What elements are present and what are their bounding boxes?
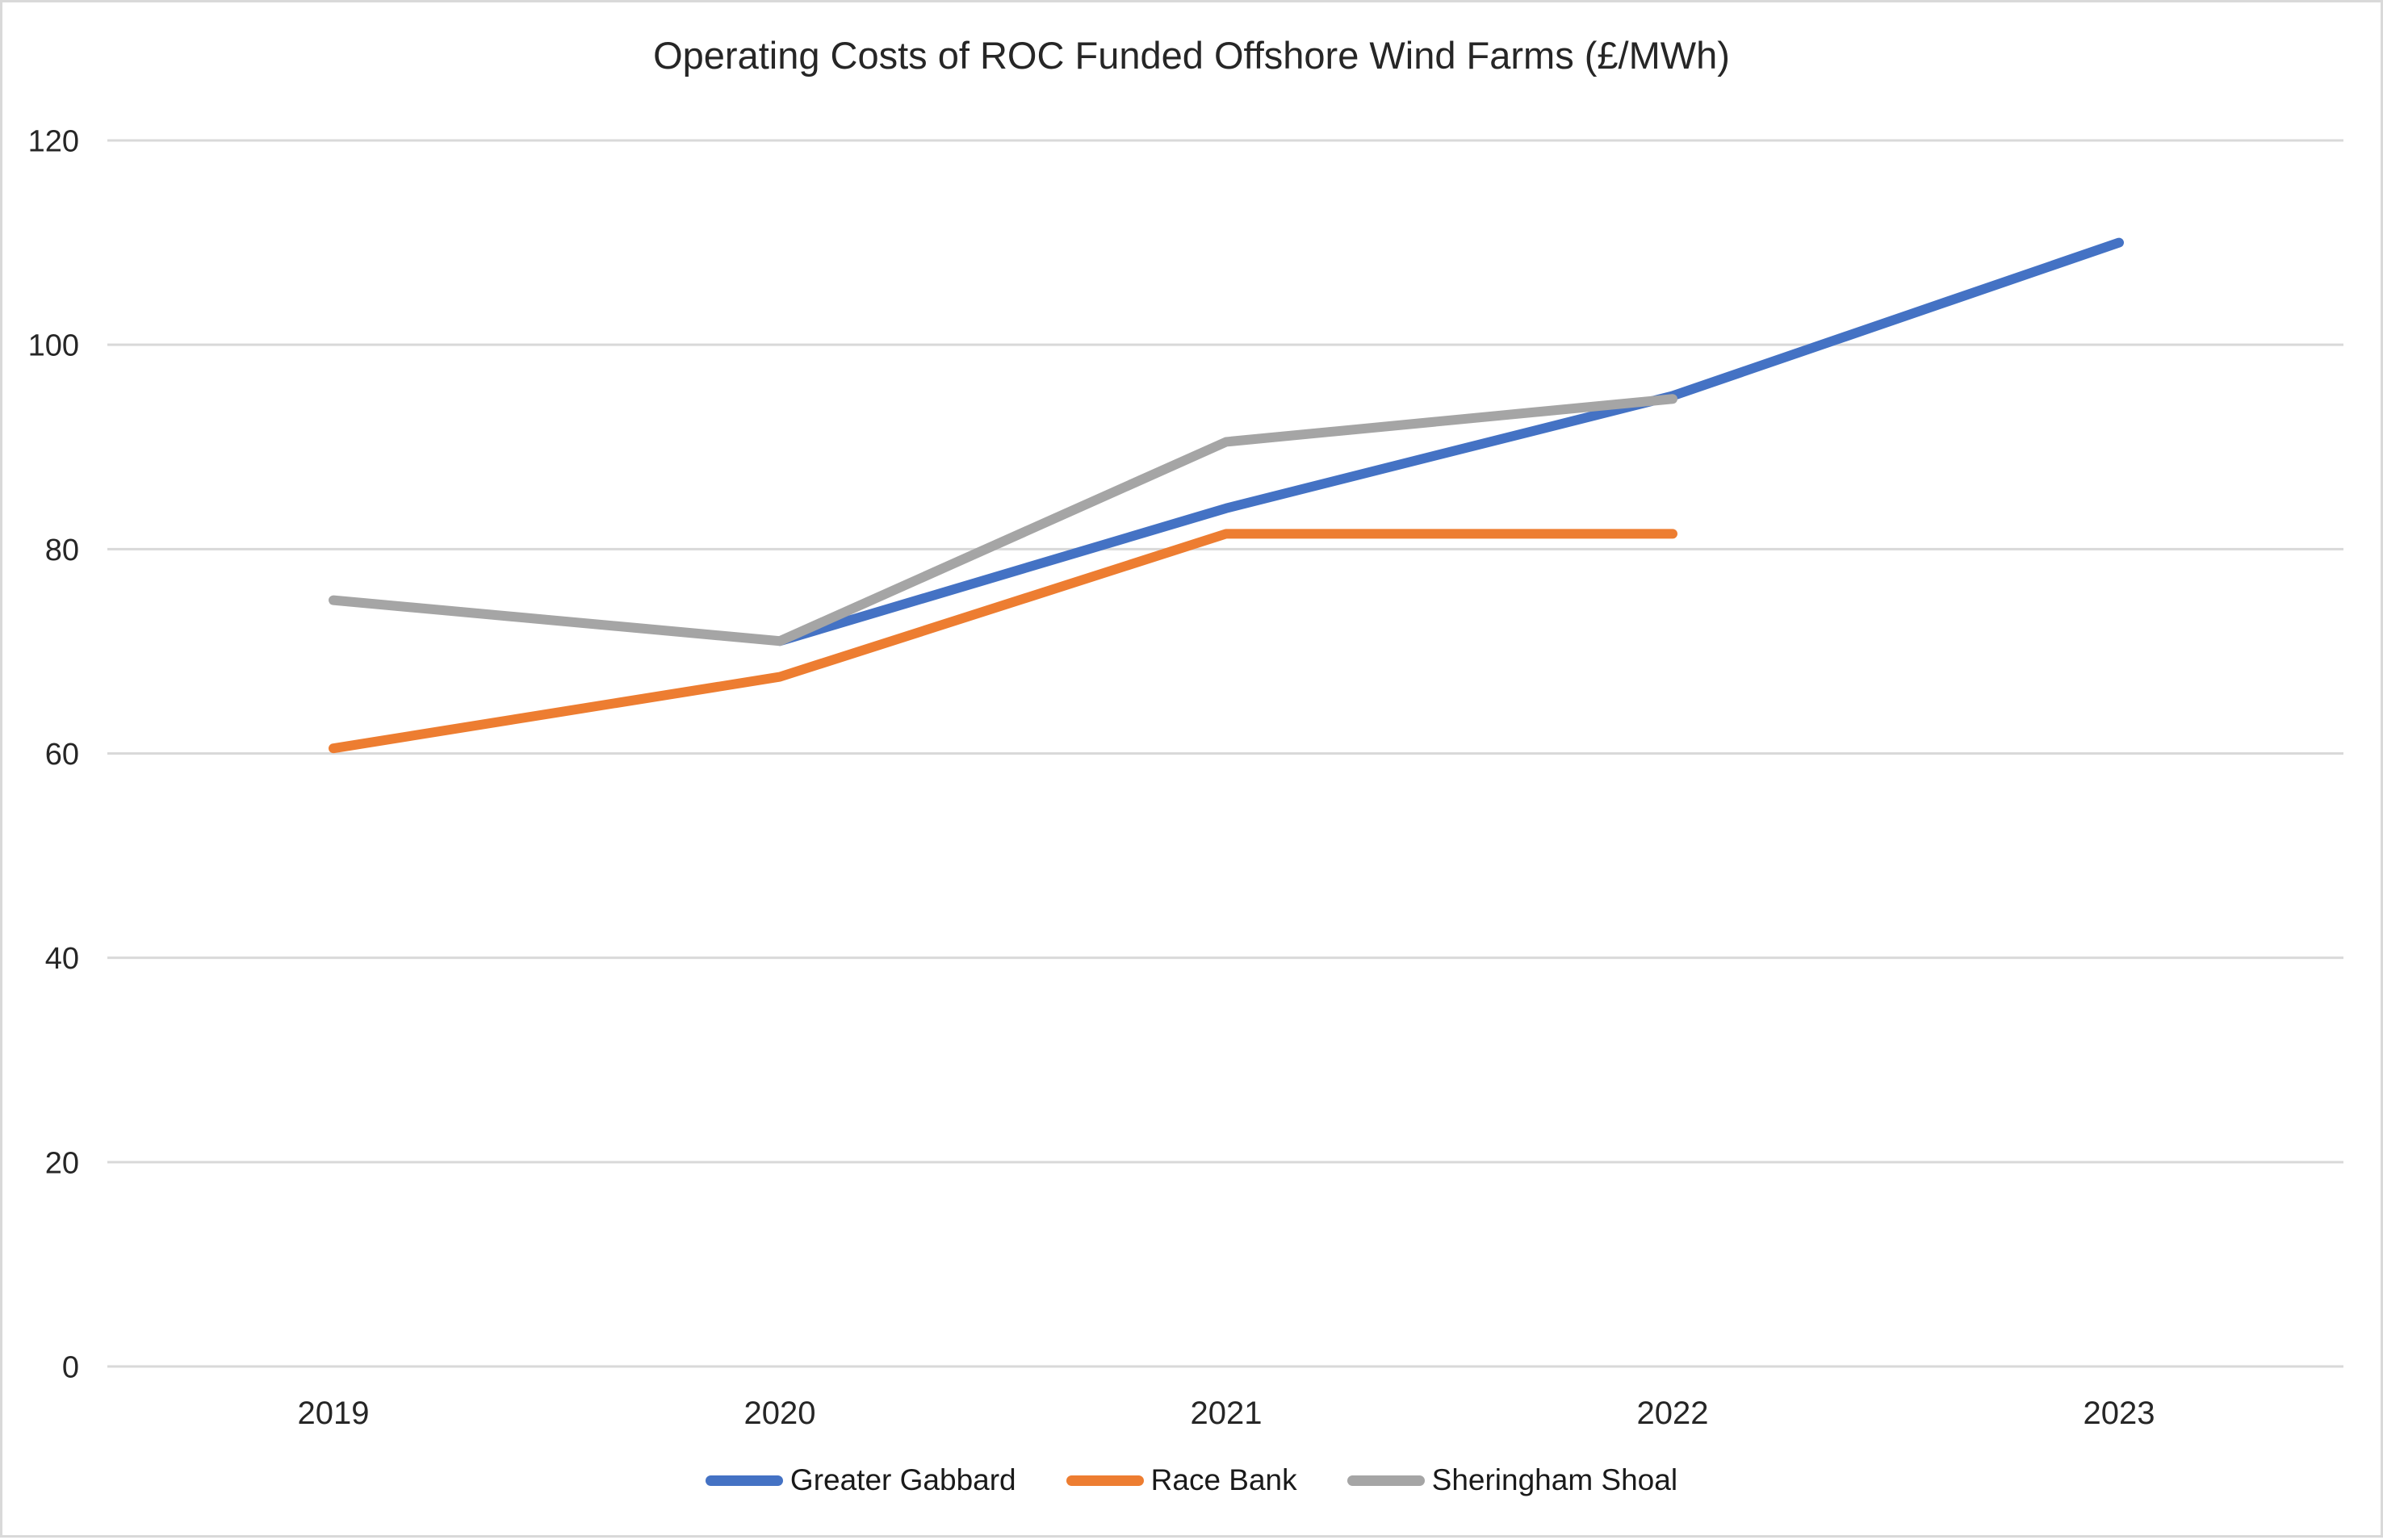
y-tick-label: 20 [45,1146,79,1180]
legend-label: Race Bank [1150,1463,1297,1496]
chart-legend: Greater Gabbard Race Bank Sheringham Shoal [2,1463,2381,1497]
legend-swatch-sheringham-shoal-icon [1346,1475,1425,1486]
x-tick-label: 2020 [744,1396,816,1431]
legend-item-greater-gabbard: Greater Gabbard [705,1463,1016,1497]
legend-swatch-greater-gabbard-icon [705,1475,783,1486]
legend-item-race-bank: Race Bank [1066,1463,1297,1497]
x-tick-label: 2019 [298,1396,370,1431]
series-line-sheringham-shoal [329,394,1677,647]
y-tick-label: 100 [28,329,79,363]
legend-swatch-race-bank-icon [1066,1475,1144,1486]
legend-label: Greater Gabbard [789,1463,1016,1496]
y-tick-label: 60 [45,738,79,772]
x-tick-label: 2022 [1637,1396,1709,1431]
y-tick-label: 120 [28,125,79,159]
y-tick-label: 80 [45,534,79,567]
chart-title: Operating Costs of ROC Funded Offshore W… [653,34,1730,77]
series-line-greater-gabbard [775,237,2124,647]
y-tick-label: 0 [62,1351,79,1385]
legend-item-sheringham-shoal: Sheringham Shoal [1346,1463,1678,1497]
series-line-race-bank [329,529,1677,754]
legend-label: Sheringham Shoal [1431,1463,1678,1496]
x-tick-label: 2023 [2084,1396,2155,1431]
x-tick-label: 2021 [1191,1396,1263,1431]
y-tick-label: 40 [45,942,79,976]
